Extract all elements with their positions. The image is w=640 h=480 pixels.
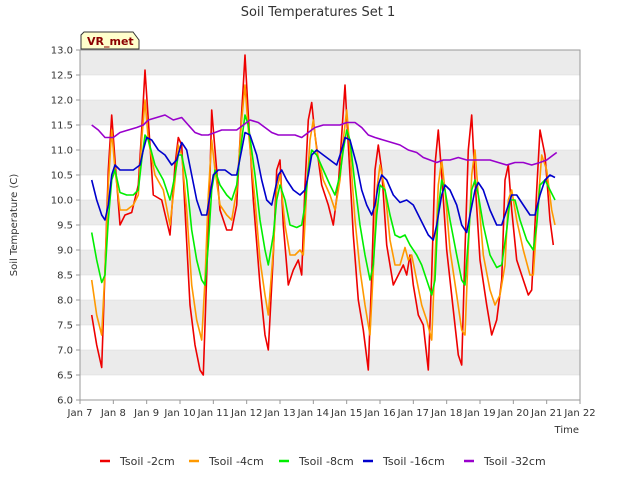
legend-label: Tsoil -32cm: [483, 455, 546, 468]
y-tick-label: 7.5: [57, 321, 73, 332]
x-tick-label: Jan 18: [430, 408, 462, 419]
legend: Tsoil -2cm Tsoil -4cm Tsoil -8cm Tsoil -16c…: [100, 455, 546, 468]
x-tick-label: Jan 21: [530, 408, 562, 419]
x-tick-label: Jan 9: [133, 408, 159, 419]
x-tick-label: Jan 14: [297, 408, 329, 419]
legend-label: Tsoil -16cm: [382, 455, 445, 468]
y-tick-label: 8.0: [57, 296, 73, 307]
y-axis-label: Soil Temperature (C): [9, 174, 20, 277]
plot-band: [80, 300, 580, 325]
x-tick-label: Jan 12: [230, 408, 262, 419]
x-axis-ticks: Jan 7 Jan 8 Jan 9 Jan 10 Jan 11 Jan 12 Jan 13 J…: [67, 400, 596, 419]
y-tick-label: 11.5: [51, 121, 73, 132]
y-tick-label: 12.5: [51, 71, 73, 82]
x-tick-label: Jan 13: [263, 408, 295, 419]
legend-label: Tsoil -8cm: [298, 455, 354, 468]
y-tick-label: 12.0: [51, 96, 73, 107]
x-tick-label: Jan 16: [363, 408, 395, 419]
x-tick-label: Jan 7: [67, 408, 93, 419]
x-tick-label: Jan 15: [330, 408, 362, 419]
x-tick-label: Jan 22: [563, 408, 595, 419]
x-tick-label: Jan 11: [197, 408, 229, 419]
x-axis-label: Time: [554, 425, 579, 436]
x-tick-label: Jan 20: [497, 408, 529, 419]
y-axis-ticks: 6.0 6.5 7.0 7.5 8.0 8.5 9.0 9.5 10.0 10.5 11.0 11.5…: [51, 46, 80, 407]
y-tick-label: 8.5: [57, 271, 73, 282]
series-line-tsoil8cm: [90, 114, 556, 296]
plot-band: [80, 350, 580, 375]
x-tick-label: Jan 8: [100, 408, 126, 419]
plot-band: [80, 50, 580, 75]
y-tick-label: 6.5: [57, 371, 73, 382]
chart-title: Soil Temperatures Set 1: [241, 5, 396, 20]
site-badge-box: [80, 31, 140, 50]
y-tick-label: 6.0: [57, 396, 73, 407]
x-tick-label: Jan 10: [163, 408, 195, 419]
y-tick-label: 9.5: [57, 221, 73, 232]
series-lines: [90, 54, 558, 376]
plot-band: [80, 100, 580, 125]
series-line-tsoil32cm: [91, 114, 558, 166]
x-tick-label: Jan 17: [397, 408, 429, 419]
series-line-tsoil16cm: [90, 131, 556, 241]
y-tick-label: 10.5: [51, 171, 73, 182]
x-tick-label: Jan 19: [463, 408, 495, 419]
y-tick-label: 10.0: [51, 196, 73, 207]
site-badge: VR_met: [80, 31, 140, 50]
y-tick-label: 7.0: [57, 346, 73, 357]
legend-label: Tsoil -2cm: [119, 455, 175, 468]
site-badge-label: VR_met: [87, 35, 134, 48]
series-line-tsoil2cm: [90, 54, 555, 376]
plot-band: [80, 250, 580, 275]
y-tick-label: 13.0: [51, 46, 73, 57]
y-tick-label: 11.0: [51, 146, 73, 157]
legend-label: Tsoil -4cm: [208, 455, 264, 468]
y-tick-label: 9.0: [57, 246, 73, 257]
